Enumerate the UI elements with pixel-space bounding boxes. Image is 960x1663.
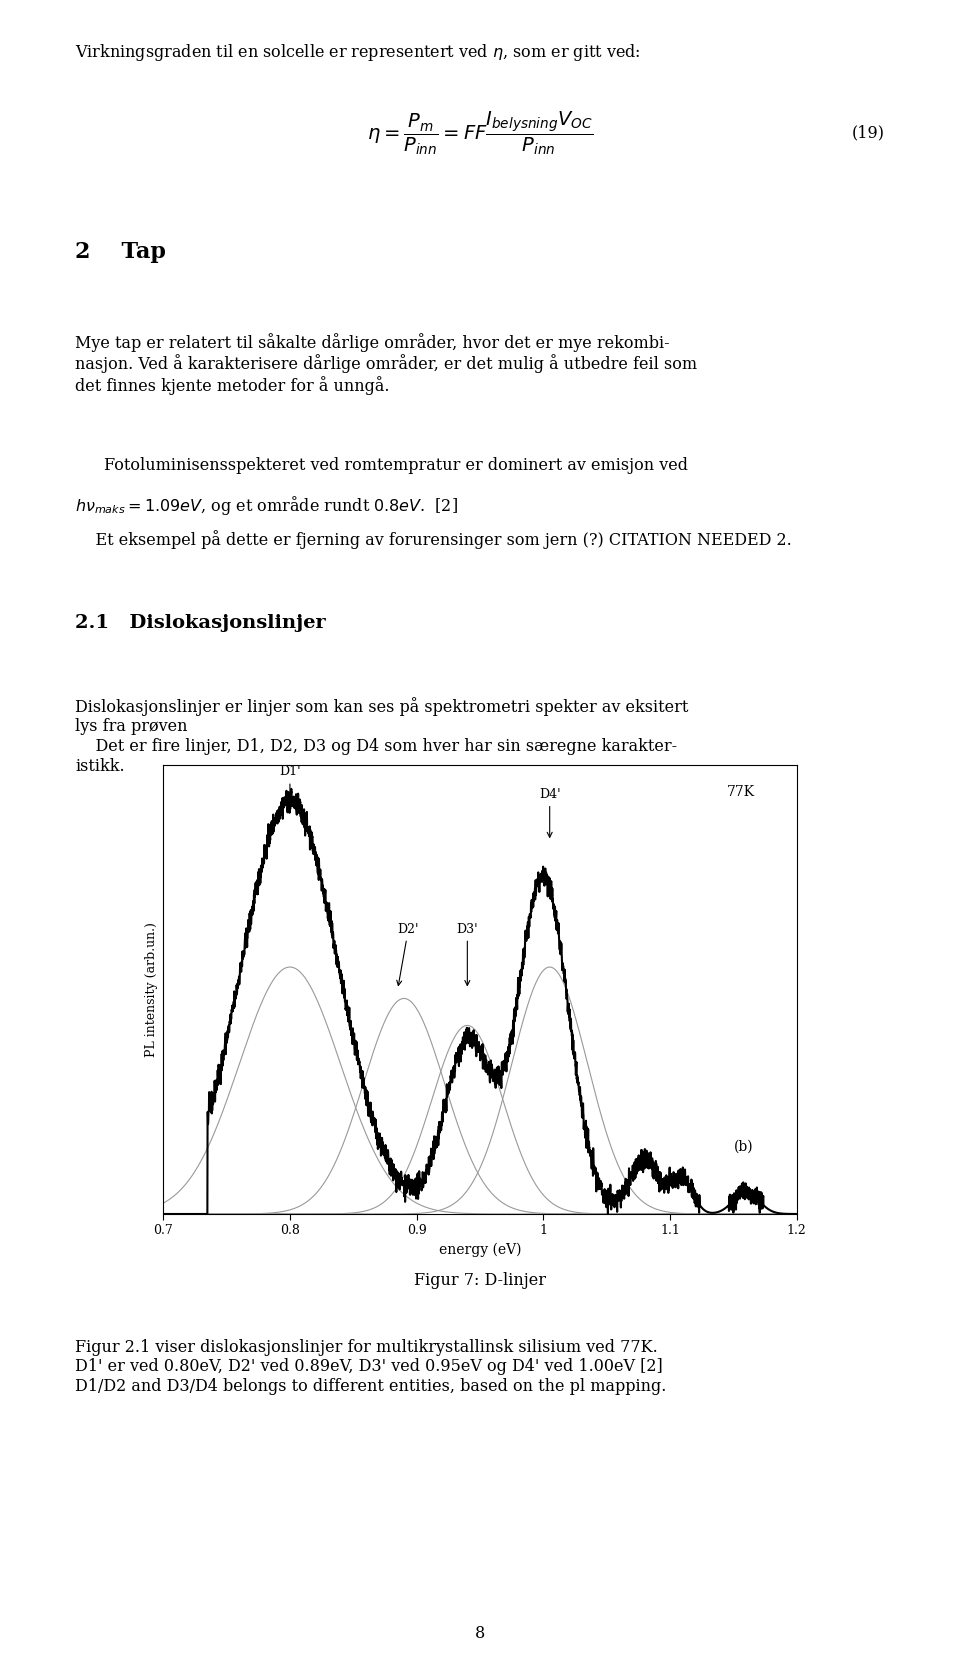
Text: Mye tap er relatert til såkalte dårlige områder, hvor det er mye rekombi-
nasjon: Mye tap er relatert til såkalte dårlige …	[75, 333, 697, 396]
Text: (b): (b)	[733, 1139, 753, 1154]
Text: 2    Tap: 2 Tap	[75, 241, 166, 263]
Text: $h\nu_{maks} = 1.09eV$, og et område rundt $0.8eV$.  [2]: $h\nu_{maks} = 1.09eV$, og et område run…	[75, 494, 458, 517]
Text: Figur 2.1 viser dislokasjonslinjer for multikrystallinsk silisium ved 77K.
D1' e: Figur 2.1 viser dislokasjonslinjer for m…	[75, 1339, 666, 1395]
Text: D3': D3'	[457, 923, 478, 986]
Text: Virkningsgraden til en solcelle er representert ved $\eta$, som er gitt ved:: Virkningsgraden til en solcelle er repre…	[75, 42, 640, 63]
Text: 8: 8	[475, 1625, 485, 1641]
Text: D2': D2'	[396, 923, 420, 986]
Text: D4': D4'	[539, 788, 561, 836]
Text: $\eta = \dfrac{P_m}{P_{inn}} = FF\dfrac{I_{belysning}V_{OC}}{P_{inn}}$: $\eta = \dfrac{P_m}{P_{inn}} = FF\dfrac{…	[367, 110, 593, 156]
Y-axis label: PL intensity (arb.un.): PL intensity (arb.un.)	[145, 921, 157, 1058]
Text: Dislokasjonslinjer er linjer som kan ses på spektrometri spekter av eksitert
lys: Dislokasjonslinjer er linjer som kan ses…	[75, 697, 688, 775]
Text: 2.1   Dislokasjonslinjer: 2.1 Dislokasjonslinjer	[75, 614, 325, 632]
Text: (19): (19)	[852, 125, 885, 141]
Text: 77K: 77K	[727, 785, 756, 798]
Text: Figur 7: D-linjer: Figur 7: D-linjer	[414, 1272, 546, 1289]
Text: D1': D1'	[279, 765, 300, 797]
Text: Et eksempel på dette er fjerning av forurensinger som jern (?) CITATION NEEDED 2: Et eksempel på dette er fjerning av foru…	[75, 530, 792, 549]
Text: Fotoluminisensspekteret ved romtempratur er dominert av emisjon ved: Fotoluminisensspekteret ved romtempratur…	[104, 457, 687, 474]
X-axis label: energy (eV): energy (eV)	[439, 1242, 521, 1257]
